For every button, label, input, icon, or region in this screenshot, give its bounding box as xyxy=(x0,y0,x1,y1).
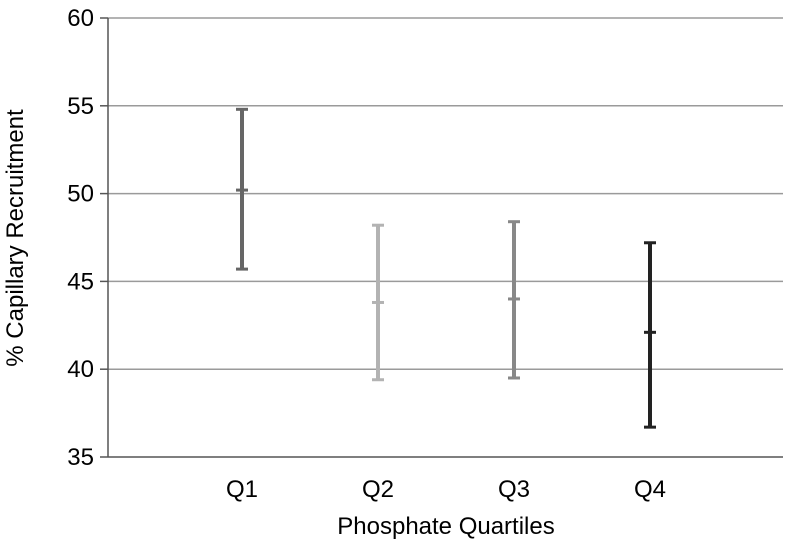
axes xyxy=(100,17,783,458)
x-axis-title: Phosphate Quartiles xyxy=(337,513,554,540)
y-tick-labels: 35 40 45 50 55 60 xyxy=(67,5,94,471)
error-bars xyxy=(236,107,656,429)
x-tick-label-q2: Q2 xyxy=(362,476,394,503)
error-bar-q3 xyxy=(508,220,520,380)
error-bar-q4 xyxy=(644,241,656,429)
y-tick-label-55: 55 xyxy=(67,93,94,120)
x-tick-label-q1: Q1 xyxy=(226,476,258,503)
error-bar-q2 xyxy=(372,223,384,382)
y-tick-label-60: 60 xyxy=(67,5,94,32)
y-tick-label-40: 40 xyxy=(67,356,94,383)
y-tick-label-35: 35 xyxy=(67,444,94,471)
y-axis-title: % Capillary Recruitment xyxy=(2,109,29,367)
x-tick-label-q3: Q3 xyxy=(498,476,530,503)
y-tick-label-45: 45 xyxy=(67,268,94,295)
y-tick-label-50: 50 xyxy=(67,181,94,208)
x-tick-labels: Q1 Q2 Q3 Q4 xyxy=(226,476,666,503)
x-tick-label-q4: Q4 xyxy=(634,476,666,503)
error-bar-q1 xyxy=(236,107,248,271)
gridlines xyxy=(108,17,783,370)
